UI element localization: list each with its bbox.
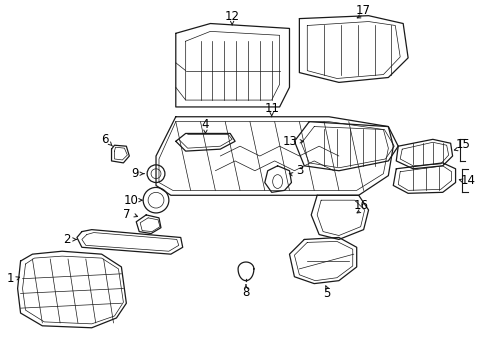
- Text: 1: 1: [7, 272, 15, 285]
- Text: 5: 5: [323, 287, 330, 300]
- Text: 8: 8: [242, 286, 249, 299]
- Text: 16: 16: [353, 199, 368, 212]
- Text: 17: 17: [355, 4, 370, 17]
- Text: 12: 12: [224, 10, 239, 23]
- Text: 4: 4: [201, 118, 209, 131]
- Text: 7: 7: [122, 208, 130, 221]
- Text: 14: 14: [460, 174, 475, 187]
- Text: 11: 11: [264, 102, 279, 116]
- Text: 3: 3: [295, 164, 303, 177]
- Text: 10: 10: [123, 194, 139, 207]
- Text: 2: 2: [63, 233, 71, 246]
- Text: 9: 9: [131, 167, 139, 180]
- Text: 13: 13: [283, 135, 297, 148]
- Text: 15: 15: [455, 138, 470, 151]
- Text: 6: 6: [101, 133, 108, 146]
